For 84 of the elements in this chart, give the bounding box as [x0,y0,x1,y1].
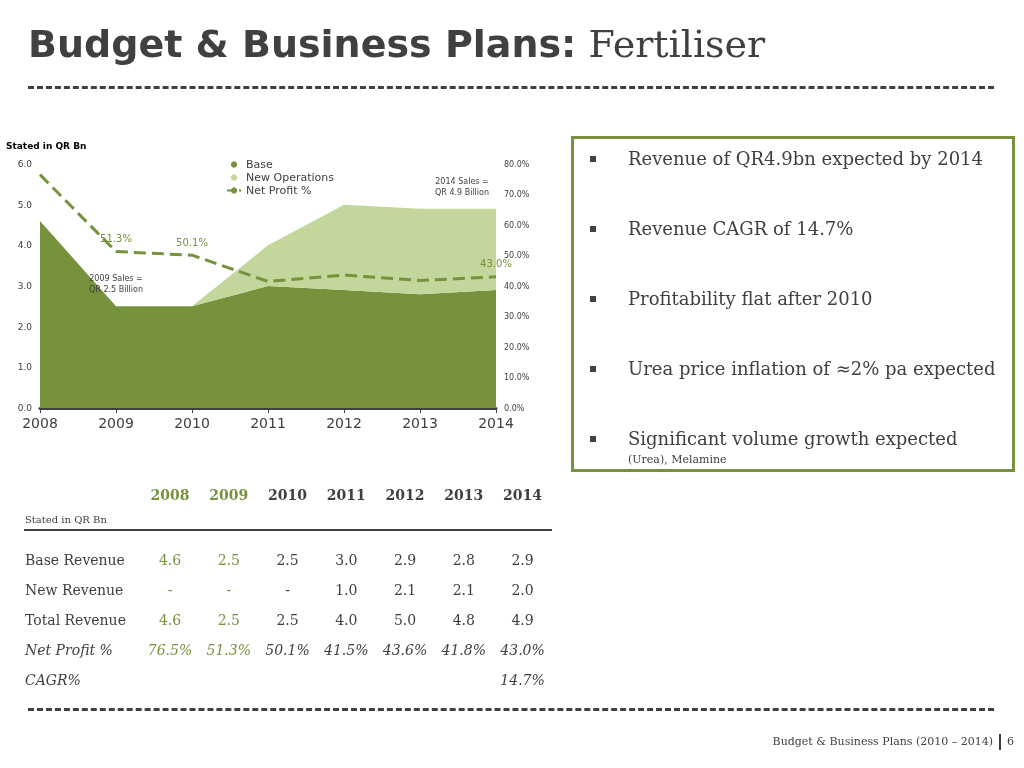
text: 2.1 [392,581,418,600]
text: Total Revenue [24,611,127,630]
y2-tick-label: 0.0% [504,403,525,413]
x-tick-label: 2010 [174,415,210,431]
text: Profitability flat after 2010 [584,285,1012,355]
y-tick-label: 1.0 [17,362,33,373]
text: 2.5 [275,611,300,630]
text: Fertiliser [588,22,766,66]
text: 4.8 [451,611,476,630]
y2-tick-label: 40.0% [504,281,530,291]
text: 76.5% [146,641,194,660]
text: 3.0 [334,551,359,570]
y-tick-label: 6.0 [17,159,33,169]
y2-tick-label: 60.0% [504,220,530,230]
text: 2.5 [275,551,300,570]
text: 2.5 [216,611,241,630]
text: Budget & Business Plans (2010 – 2014) [772,735,993,748]
text: Significant volume growth expected [628,428,958,449]
data-label: 50.1% [176,236,208,248]
y-tick-label: 3.0 [17,281,33,291]
text: 4.6 [157,611,183,630]
text: 6 [1007,735,1014,748]
text: 2009 [199,486,259,530]
text: - [166,581,174,600]
y-tick-label: 0.0 [17,403,33,413]
text: 14.7% [499,671,546,690]
text: 4.9 [510,611,535,630]
text: 2008 [140,486,200,530]
text: (Urea), Melamine [627,453,728,467]
x-tick-label: 2013 [402,415,438,431]
text: 51.3% [205,641,252,660]
text: Revenue of QR4.9bn expected by 2014 [584,145,1012,215]
text: 2013 [434,486,494,530]
text: 2012 [375,486,435,530]
text: CAGR% [24,671,82,690]
y-tick-label: 4.0 [17,240,33,251]
text: 2.1 [451,581,476,600]
y2-tick-label: 50.0% [504,251,530,260]
text: Base Revenue [24,551,126,570]
text: Urea price inflation of ≈2% pa expected [584,355,1012,425]
annotation: 2009 Sales = QR 2.5 Billion [88,274,144,295]
text: Revenue CAGR of 14.7% [584,215,1012,285]
y2-tick-label: 30.0% [504,312,530,321]
x-tick-label: 2012 [326,415,362,431]
text: 2014 [493,486,552,530]
data-label: 43.0% [480,258,512,270]
y2-tick-label: 70.0% [504,190,530,199]
text: 43.0% [499,641,546,660]
text: 2010 [258,486,317,530]
text: 50.1% [264,641,311,660]
text: 2011 [316,486,376,530]
x-tick-label: 2011 [250,415,286,431]
text: 43.6% [381,641,429,660]
y2-tick-label: 80.0% [504,159,530,169]
text: Net Profit % [24,641,114,660]
legend-label: New Operations [246,171,335,184]
text: - [225,581,233,600]
text: 4.0 [334,611,359,630]
annotation: 2014 Sales = QR 4.9 Billion [434,176,490,197]
text: 5.0 [392,611,418,630]
text: 2.8 [451,551,476,570]
text: 2.5 [216,551,241,570]
text: 2.9 [510,551,535,570]
x-tick-label: 2009 [98,415,134,431]
legend-label: Base [246,158,274,171]
y-axis-title: Stated in QR Bn [6,141,87,151]
text: 4.6 [157,551,183,570]
chart-title: Budget & Business Plans: [28,22,577,66]
legend-label: Net Profit % [246,184,312,197]
y2-tick-label: 10.0% [504,373,530,382]
text: 41.8% [440,641,487,660]
text: Stated in QR Bn [24,486,141,530]
x-tick-label: 2008 [22,415,58,431]
y2-tick-label: 20.0% [504,342,530,352]
text: 1.0 [334,581,359,600]
text: 2.9 [392,551,418,570]
text: New Revenue [24,581,125,600]
text: - [284,581,291,600]
x-tick-label: 2014 [478,415,514,431]
text: 2.0 [510,581,535,600]
y-tick-label: 2.0 [17,321,33,332]
data-label: 51.3% [100,233,132,245]
text: 41.5% [323,641,370,660]
y-tick-label: 5.0 [17,199,33,210]
